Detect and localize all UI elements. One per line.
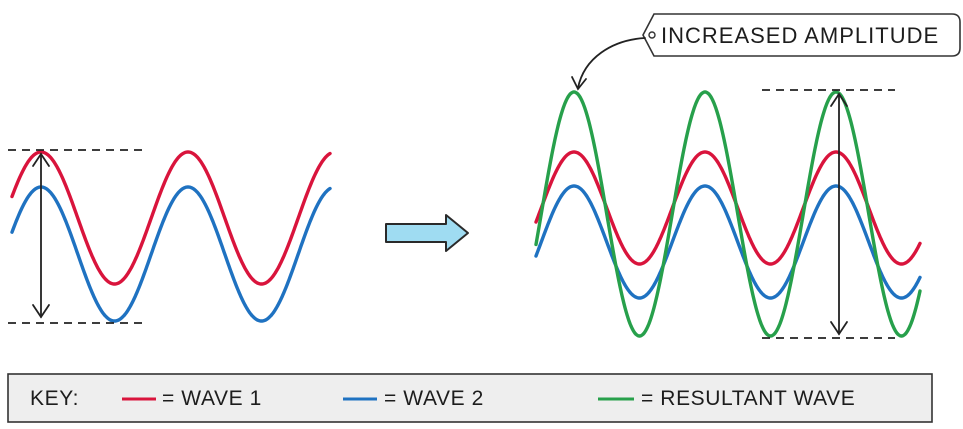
wave-2-right — [534, 184, 922, 300]
key-legend: KEY: = WAVE 1 = WAVE 2 = RESULTANT WAVE — [7, 373, 933, 423]
callout-pin-icon — [648, 31, 656, 39]
callout-box — [642, 13, 961, 57]
resultant-panel — [534, 89, 922, 339]
callout-label: INCREASED AMPLITUDE — [661, 23, 939, 48]
callout-pointer-arrow — [577, 37, 646, 89]
key-title: KEY: — [30, 387, 79, 410]
wave-1-left — [10, 150, 332, 286]
key-label-resultant: = RESULTANT WAVE — [641, 387, 855, 410]
key-box — [7, 373, 933, 423]
wave-1-right — [534, 150, 922, 266]
increased-amplitude-callout: INCREASED AMPLITUDE — [571, 13, 961, 91]
key-label-wave-1: = WAVE 1 — [162, 387, 262, 410]
resultant-wave — [534, 90, 922, 338]
key-label-wave-2: = WAVE 2 — [384, 387, 484, 410]
input-waves-panel — [8, 149, 332, 324]
amplitude-arrow-right — [830, 92, 848, 336]
callout-arrowhead-icon — [571, 76, 587, 91]
amplitude-arrow-left — [32, 152, 50, 319]
wave-2-left — [10, 185, 332, 323]
transition-arrow-icon — [385, 214, 469, 252]
